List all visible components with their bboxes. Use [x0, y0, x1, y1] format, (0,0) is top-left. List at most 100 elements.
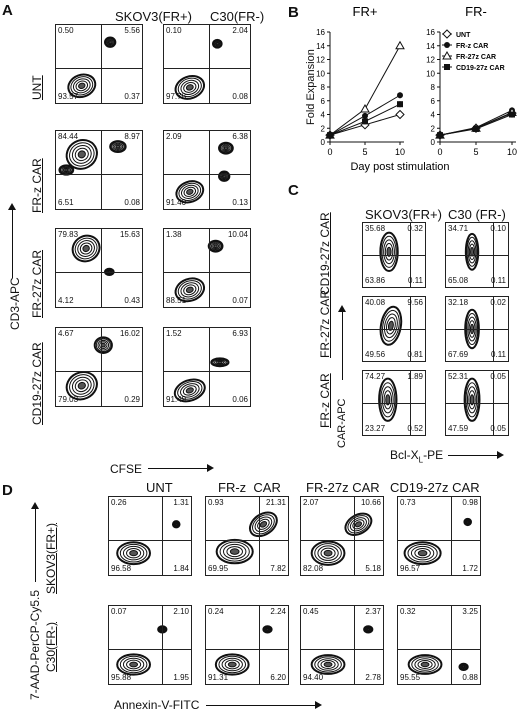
- y-tick-label: 10: [426, 69, 435, 78]
- contour-ring: [77, 381, 86, 390]
- panel-c-x-arrow: [448, 455, 498, 456]
- quadrant-line-vertical: [162, 497, 164, 575]
- panel-a-y-axis-label: CD3-APC: [8, 277, 22, 330]
- contour-ring: [223, 146, 229, 150]
- quadrant-line-horizontal: [56, 370, 142, 372]
- panel-d-flow-plot: 0.73 0.98 96.57 1.72: [397, 496, 481, 576]
- quadrant-line-vertical: [259, 497, 261, 575]
- quadrant-percent-tr: 0.05: [490, 372, 506, 381]
- contour-ring: [214, 653, 250, 676]
- legend-label: UNT: [456, 32, 471, 39]
- contour-ring: [323, 549, 333, 557]
- quadrant-percent-tr: 2.10: [173, 607, 189, 616]
- contour-ring: [464, 232, 480, 271]
- quadrant-line-vertical: [409, 297, 411, 361]
- contour-ring: [116, 541, 151, 566]
- contour-ring: [365, 627, 371, 632]
- panel-d-letter: D: [2, 482, 13, 499]
- panel-d-flow-plot: 0.32 3.25 95.55 0.88: [397, 605, 481, 685]
- contour-ring: [317, 545, 339, 561]
- contour-ring: [378, 377, 398, 422]
- data-point: [444, 42, 450, 48]
- contour-ring: [183, 81, 197, 93]
- y-tick-label: 16: [426, 28, 435, 37]
- contour-ring: [183, 186, 197, 197]
- contour-density: [464, 232, 480, 271]
- contour-ring: [122, 545, 145, 561]
- quadrant-percent-tr: 6.38: [232, 132, 248, 141]
- quadrant-percent-tl: 1.38: [166, 230, 182, 239]
- contour-ring: [323, 661, 333, 668]
- contour-ring: [470, 246, 475, 257]
- contour-ring: [182, 385, 197, 396]
- quadrant-line-horizontal: [363, 329, 425, 330]
- quadrant-percent-br: 0.08: [232, 92, 248, 101]
- quadrant-percent-tl: 0.50: [58, 26, 74, 35]
- y-tick-label: 14: [426, 42, 435, 51]
- panel-a-row-label-unt: UNT: [30, 75, 44, 100]
- contour-ring: [212, 358, 228, 366]
- panel-d-flow-plot: 0.93 21.31 69.95 7.82: [205, 496, 289, 576]
- contour-ring: [79, 242, 93, 255]
- contour-density: [407, 654, 469, 675]
- quadrant-percent-tr: 10.04: [227, 230, 248, 239]
- data-point: [360, 103, 370, 113]
- contour-ring: [387, 320, 394, 331]
- panel-c-flow-plot: 32.18 0.02 67.69 0.11: [445, 296, 509, 362]
- panel-d-col-title-cd19: CD19-27z CAR: [390, 480, 480, 495]
- contour-ring: [93, 336, 113, 354]
- contour-ring: [344, 512, 373, 536]
- quadrant-percent-bl: 67.69: [448, 350, 469, 359]
- legend-label: FR-27z CAR: [456, 54, 496, 61]
- x-tick-label: 10: [395, 147, 405, 157]
- contour-ring: [104, 36, 117, 48]
- contour-density: [379, 231, 399, 272]
- contour-ring: [310, 654, 346, 675]
- quadrant-percent-tl: 0.73: [400, 498, 416, 507]
- panel-a-letter: A: [2, 2, 13, 19]
- quadrant-percent-bl: 23.27: [365, 424, 386, 433]
- panel-d-y-axis-label: 7-AAD-PerCP-Cy5.5: [28, 589, 42, 700]
- quadrant-line-horizontal: [446, 255, 508, 256]
- quadrant-percent-br: 0.06: [232, 395, 248, 404]
- contour-density: [378, 377, 398, 422]
- contour-ring: [215, 42, 219, 46]
- panel-d-col-title-fr27z: FR-27z CAR: [306, 480, 380, 495]
- quadrant-percent-bl: 4.12: [58, 296, 74, 305]
- contour-ring: [174, 277, 206, 303]
- contour-ring: [185, 84, 194, 91]
- contour-ring: [226, 546, 243, 558]
- panel-d-y-arrow: [35, 507, 36, 582]
- contour-ring: [180, 79, 200, 95]
- quadrant-percent-bl: 88.51: [166, 296, 187, 305]
- contour-ring: [174, 522, 179, 527]
- contour-ring: [64, 168, 69, 172]
- contour-ring: [95, 338, 111, 352]
- contour-ring: [129, 550, 139, 557]
- contour-ring: [465, 382, 479, 418]
- contour-ring: [97, 339, 110, 351]
- quadrant-percent-tr: 3.25: [462, 607, 478, 616]
- legend-label: CD19-27z CAR: [456, 65, 505, 72]
- quadrant-line-vertical: [100, 328, 102, 406]
- contour-ring: [213, 244, 218, 248]
- contour-ring: [383, 239, 395, 265]
- contour-ring: [74, 379, 89, 393]
- quadrant-percent-bl: 69.95: [208, 564, 229, 573]
- contour-ring: [173, 378, 206, 403]
- contour-ring: [61, 166, 72, 174]
- contour-ring: [265, 627, 270, 632]
- contour-ring: [119, 655, 148, 674]
- quadrant-line-horizontal: [446, 329, 508, 330]
- contour-ring: [69, 374, 95, 398]
- contour-ring: [119, 543, 148, 563]
- quadrant-percent-br: 0.11: [491, 350, 506, 359]
- quadrant-percent-bl: 95.55: [400, 673, 421, 682]
- contour-ring: [410, 545, 435, 561]
- quadrant-line-vertical: [451, 606, 453, 684]
- contour-ring: [222, 174, 226, 178]
- y-tick-label: 0: [431, 138, 436, 147]
- quadrant-line-horizontal: [56, 271, 142, 273]
- contour-density: [310, 512, 373, 566]
- contour-ring: [414, 547, 431, 559]
